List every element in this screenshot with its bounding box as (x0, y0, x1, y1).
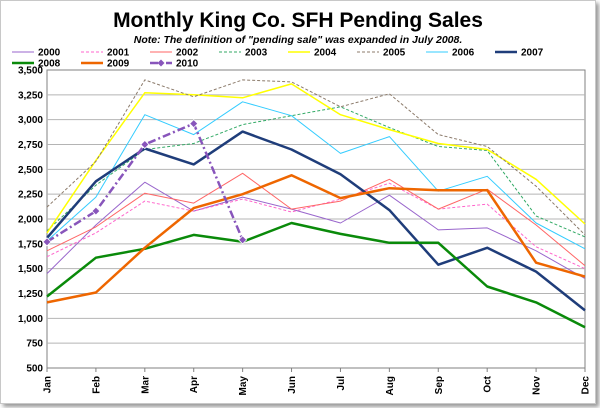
y-tick-label: 2,250 (18, 190, 43, 201)
x-tick-label: Jun (287, 376, 298, 394)
y-tick-label: 1,250 (18, 289, 43, 300)
data-point-2010 (189, 119, 199, 129)
legend-label-2001: 2001 (107, 48, 130, 59)
legend-label-2005: 2005 (383, 48, 406, 59)
y-tick-label: 3,500 (18, 66, 43, 77)
legend-label-2007: 2007 (521, 48, 544, 59)
grid (47, 94, 585, 344)
y-tick-label: 500 (26, 364, 43, 375)
legend-label-2009: 2009 (107, 59, 130, 70)
chart-subtitle: Note: The definition of "pending sale" w… (134, 34, 463, 46)
series-line-2000 (46, 181, 586, 280)
y-tick-label: 2,500 (18, 165, 43, 176)
series-line-2005 (46, 79, 586, 236)
series-line-2009 (46, 174, 586, 304)
x-tick-label: Feb (91, 376, 102, 394)
x-tick-label: Apr (189, 376, 200, 393)
series-line-2006 (46, 101, 586, 250)
x-tick-label: Aug (385, 376, 396, 395)
y-tick-label: 2,000 (18, 215, 43, 226)
series-line-2007 (46, 130, 586, 312)
series-line-2002 (46, 172, 586, 267)
y-tick-label: 1,750 (18, 239, 43, 250)
x-tick-label: Oct (483, 375, 494, 392)
data-point-2010 (140, 139, 150, 150)
x-tick-label: Sep (434, 376, 445, 394)
legend-label-2002: 2002 (176, 48, 199, 59)
legend-label-2008: 2008 (38, 59, 61, 70)
y-tick-label: 3,250 (18, 90, 43, 101)
x-tick-label: Nov (532, 376, 543, 395)
x-tick-label: May (238, 376, 249, 396)
y-axis: 500 750 1,000 1,250 1,500 1,750 2,000 2,250 2,50… (18, 66, 43, 375)
series-line-2004 (46, 83, 586, 234)
data-point-2010 (91, 206, 101, 216)
legend-label-2010: 2010 (176, 59, 199, 70)
series-group (42, 79, 586, 329)
x-tick-label: Mar (140, 376, 151, 394)
y-tick-label: 2,750 (18, 140, 43, 151)
legend-label-2004: 2004 (314, 48, 337, 59)
x-tick-label: Jul (336, 376, 347, 391)
x-axis: Jan Feb Mar Apr May Jun Jul Aug Sep Oct Nov Dec (43, 368, 592, 395)
series-line-2001 (46, 182, 586, 270)
y-tick-label: 1,000 (18, 314, 43, 325)
legend-marker-2010 (157, 59, 165, 67)
legend: 2000 2001 2002 2003 2004 2005 2006 2007 2008 2009… (12, 48, 544, 70)
x-tick-label: Dec (581, 376, 592, 395)
legend-label-2006: 2006 (452, 48, 475, 59)
y-tick-label: 3,000 (18, 115, 43, 126)
x-tick-label: Jan (43, 376, 54, 393)
data-point-2010 (42, 237, 52, 247)
legend-label-2003: 2003 (245, 48, 268, 59)
chart-title: Monthly King Co. SFH Pending Sales (113, 9, 483, 32)
legend-label-2000: 2000 (38, 48, 61, 59)
series-line-2008 (46, 221, 586, 329)
y-tick-label: 750 (26, 339, 43, 350)
y-tick-label: 1,500 (18, 264, 43, 275)
data-point-2010 (238, 235, 248, 245)
